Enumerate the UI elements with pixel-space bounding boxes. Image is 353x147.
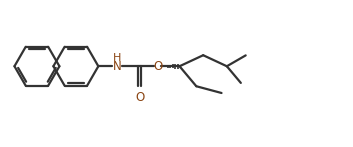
Text: O: O: [135, 91, 144, 103]
Text: O: O: [153, 60, 162, 73]
Text: H: H: [113, 53, 121, 63]
Text: N: N: [113, 60, 121, 73]
